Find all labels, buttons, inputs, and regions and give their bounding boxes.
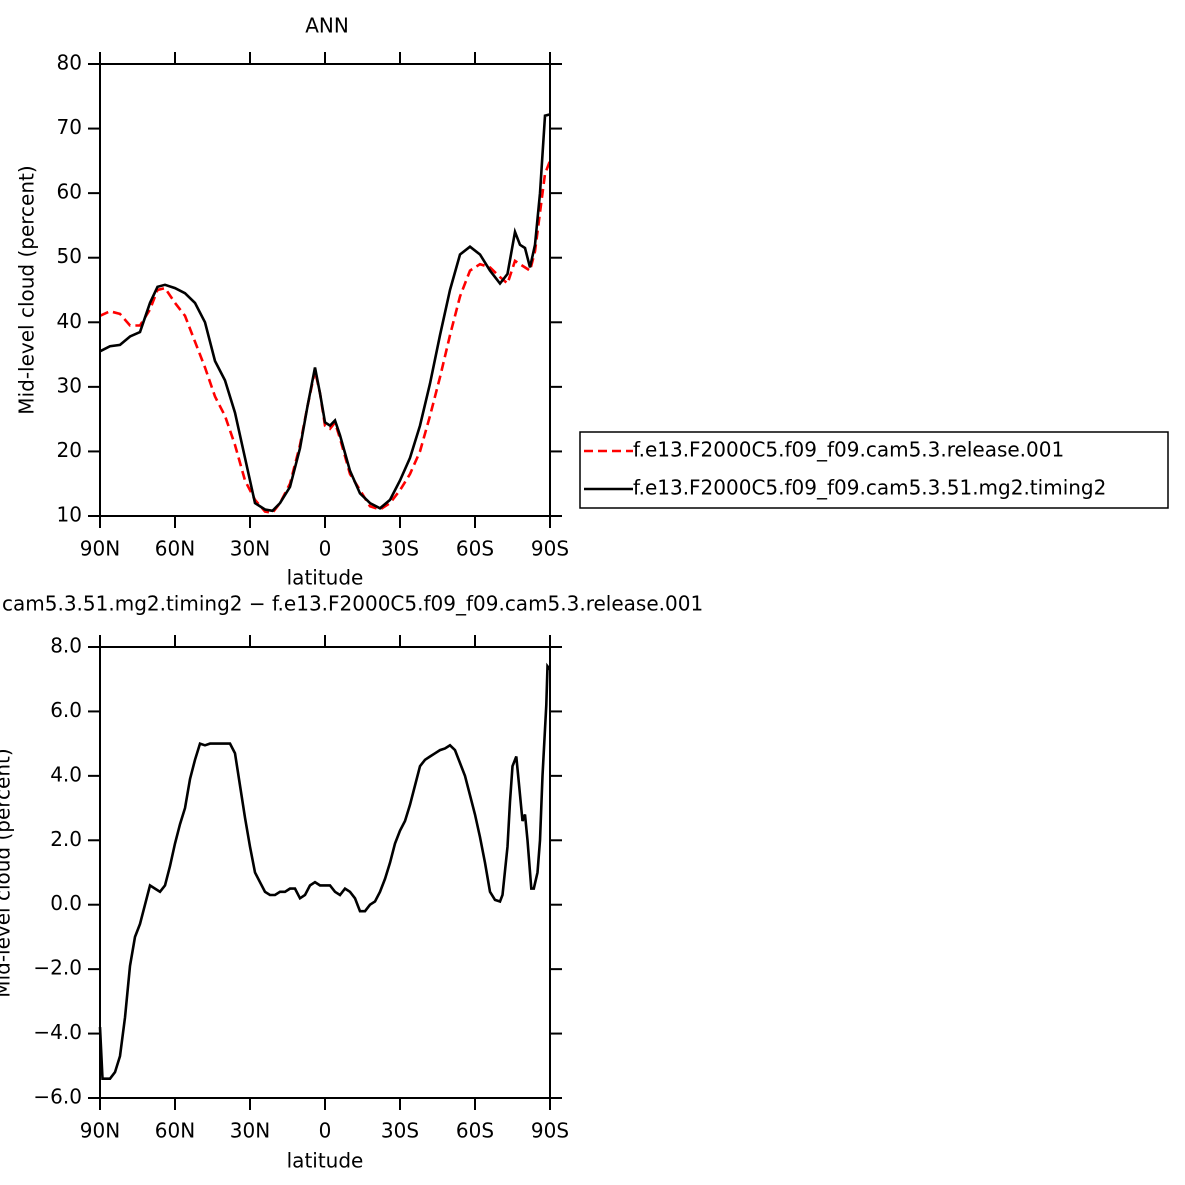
y-tick-label: 4.0: [50, 762, 82, 786]
chart-title: ANN: [305, 14, 349, 38]
legend-label: f.e13.F2000C5.f09_f09.cam5.3.51.mg2.timi…: [633, 476, 1106, 500]
x-tick-label: 0: [319, 537, 332, 561]
y-tick-label: 20: [57, 438, 82, 462]
x-tick-label: 60N: [155, 1119, 195, 1143]
x-axis-label: latitude: [287, 1149, 364, 1173]
plot-frame: [99, 63, 551, 517]
x-tick-label: 90S: [531, 1119, 569, 1143]
y-axis-label: Mid-level cloud (percent): [0, 748, 15, 997]
y-tick-label: 50: [57, 244, 82, 268]
x-tick-label: 60S: [456, 1119, 494, 1143]
y-tick-label: 60: [57, 180, 82, 204]
y-tick-label: 10: [57, 503, 82, 527]
y-tick-label: −6.0: [33, 1085, 82, 1109]
x-tick-label: 30N: [230, 1119, 270, 1143]
data-line: [99, 113, 551, 513]
y-tick-label: 30: [57, 373, 82, 397]
x-tick-label: 30S: [381, 1119, 419, 1143]
y-tick-label: 40: [57, 309, 82, 333]
data-line: [98, 662, 552, 1080]
y-tick-label: −4.0: [33, 1020, 82, 1044]
y-tick-label: 6.0: [50, 698, 82, 722]
y-tick-label: 70: [57, 115, 82, 139]
legend-box: [579, 431, 1169, 509]
x-tick-label: 0: [319, 1119, 332, 1143]
x-tick-label: 30S: [381, 537, 419, 561]
x-tick-label: 90N: [80, 1119, 120, 1143]
x-tick-label: 60N: [155, 537, 195, 561]
y-tick-label: 2.0: [50, 827, 82, 851]
plot-frame: [99, 646, 551, 1099]
x-tick-label: 60S: [456, 537, 494, 561]
chart-title: cam5.3.51.mg2.timing2 − f.e13.F2000C5.f0…: [2, 592, 703, 616]
y-tick-label: 8.0: [50, 634, 82, 658]
x-tick-label: 90S: [531, 537, 569, 561]
y-tick-label: 0.0: [50, 891, 82, 915]
legend-label: f.e13.F2000C5.f09_f09.cam5.3.release.001: [633, 438, 1064, 462]
x-tick-label: 90N: [80, 537, 120, 561]
x-tick-label: 30N: [230, 537, 270, 561]
x-axis-label: latitude: [287, 566, 364, 590]
y-tick-label: 80: [57, 51, 82, 75]
data-line: [99, 160, 552, 515]
y-axis-label: Mid-level cloud (percent): [15, 165, 39, 414]
y-tick-label: −2.0: [33, 956, 82, 980]
